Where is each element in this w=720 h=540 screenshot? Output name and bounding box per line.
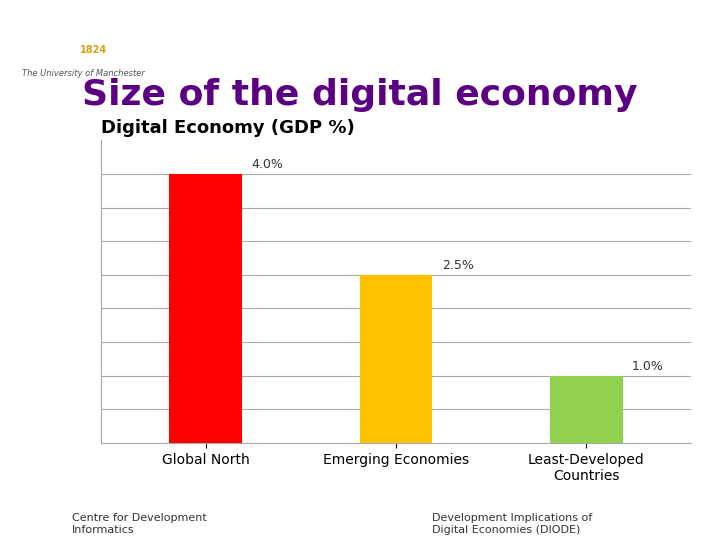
Text: 4.0%: 4.0% (251, 158, 283, 171)
Text: MANCHEsTER: MANCHEsTER (51, 23, 136, 33)
Text: 1.0%: 1.0% (632, 360, 664, 373)
Text: Size of the digital economy: Size of the digital economy (82, 78, 638, 112)
Text: The University of Manchester: The University of Manchester (22, 69, 144, 78)
Text: Centre for Development
Informatics: Centre for Development Informatics (72, 513, 207, 535)
Bar (550, 376, 623, 443)
Text: Digital Economy (GDP %): Digital Economy (GDP %) (101, 119, 354, 137)
Bar (169, 174, 242, 443)
Bar (360, 275, 432, 443)
Text: 1824: 1824 (80, 45, 107, 55)
Text: Development Implications of
Digital Economies (DIODE): Development Implications of Digital Econ… (432, 513, 593, 535)
Text: 2.5%: 2.5% (441, 259, 474, 272)
